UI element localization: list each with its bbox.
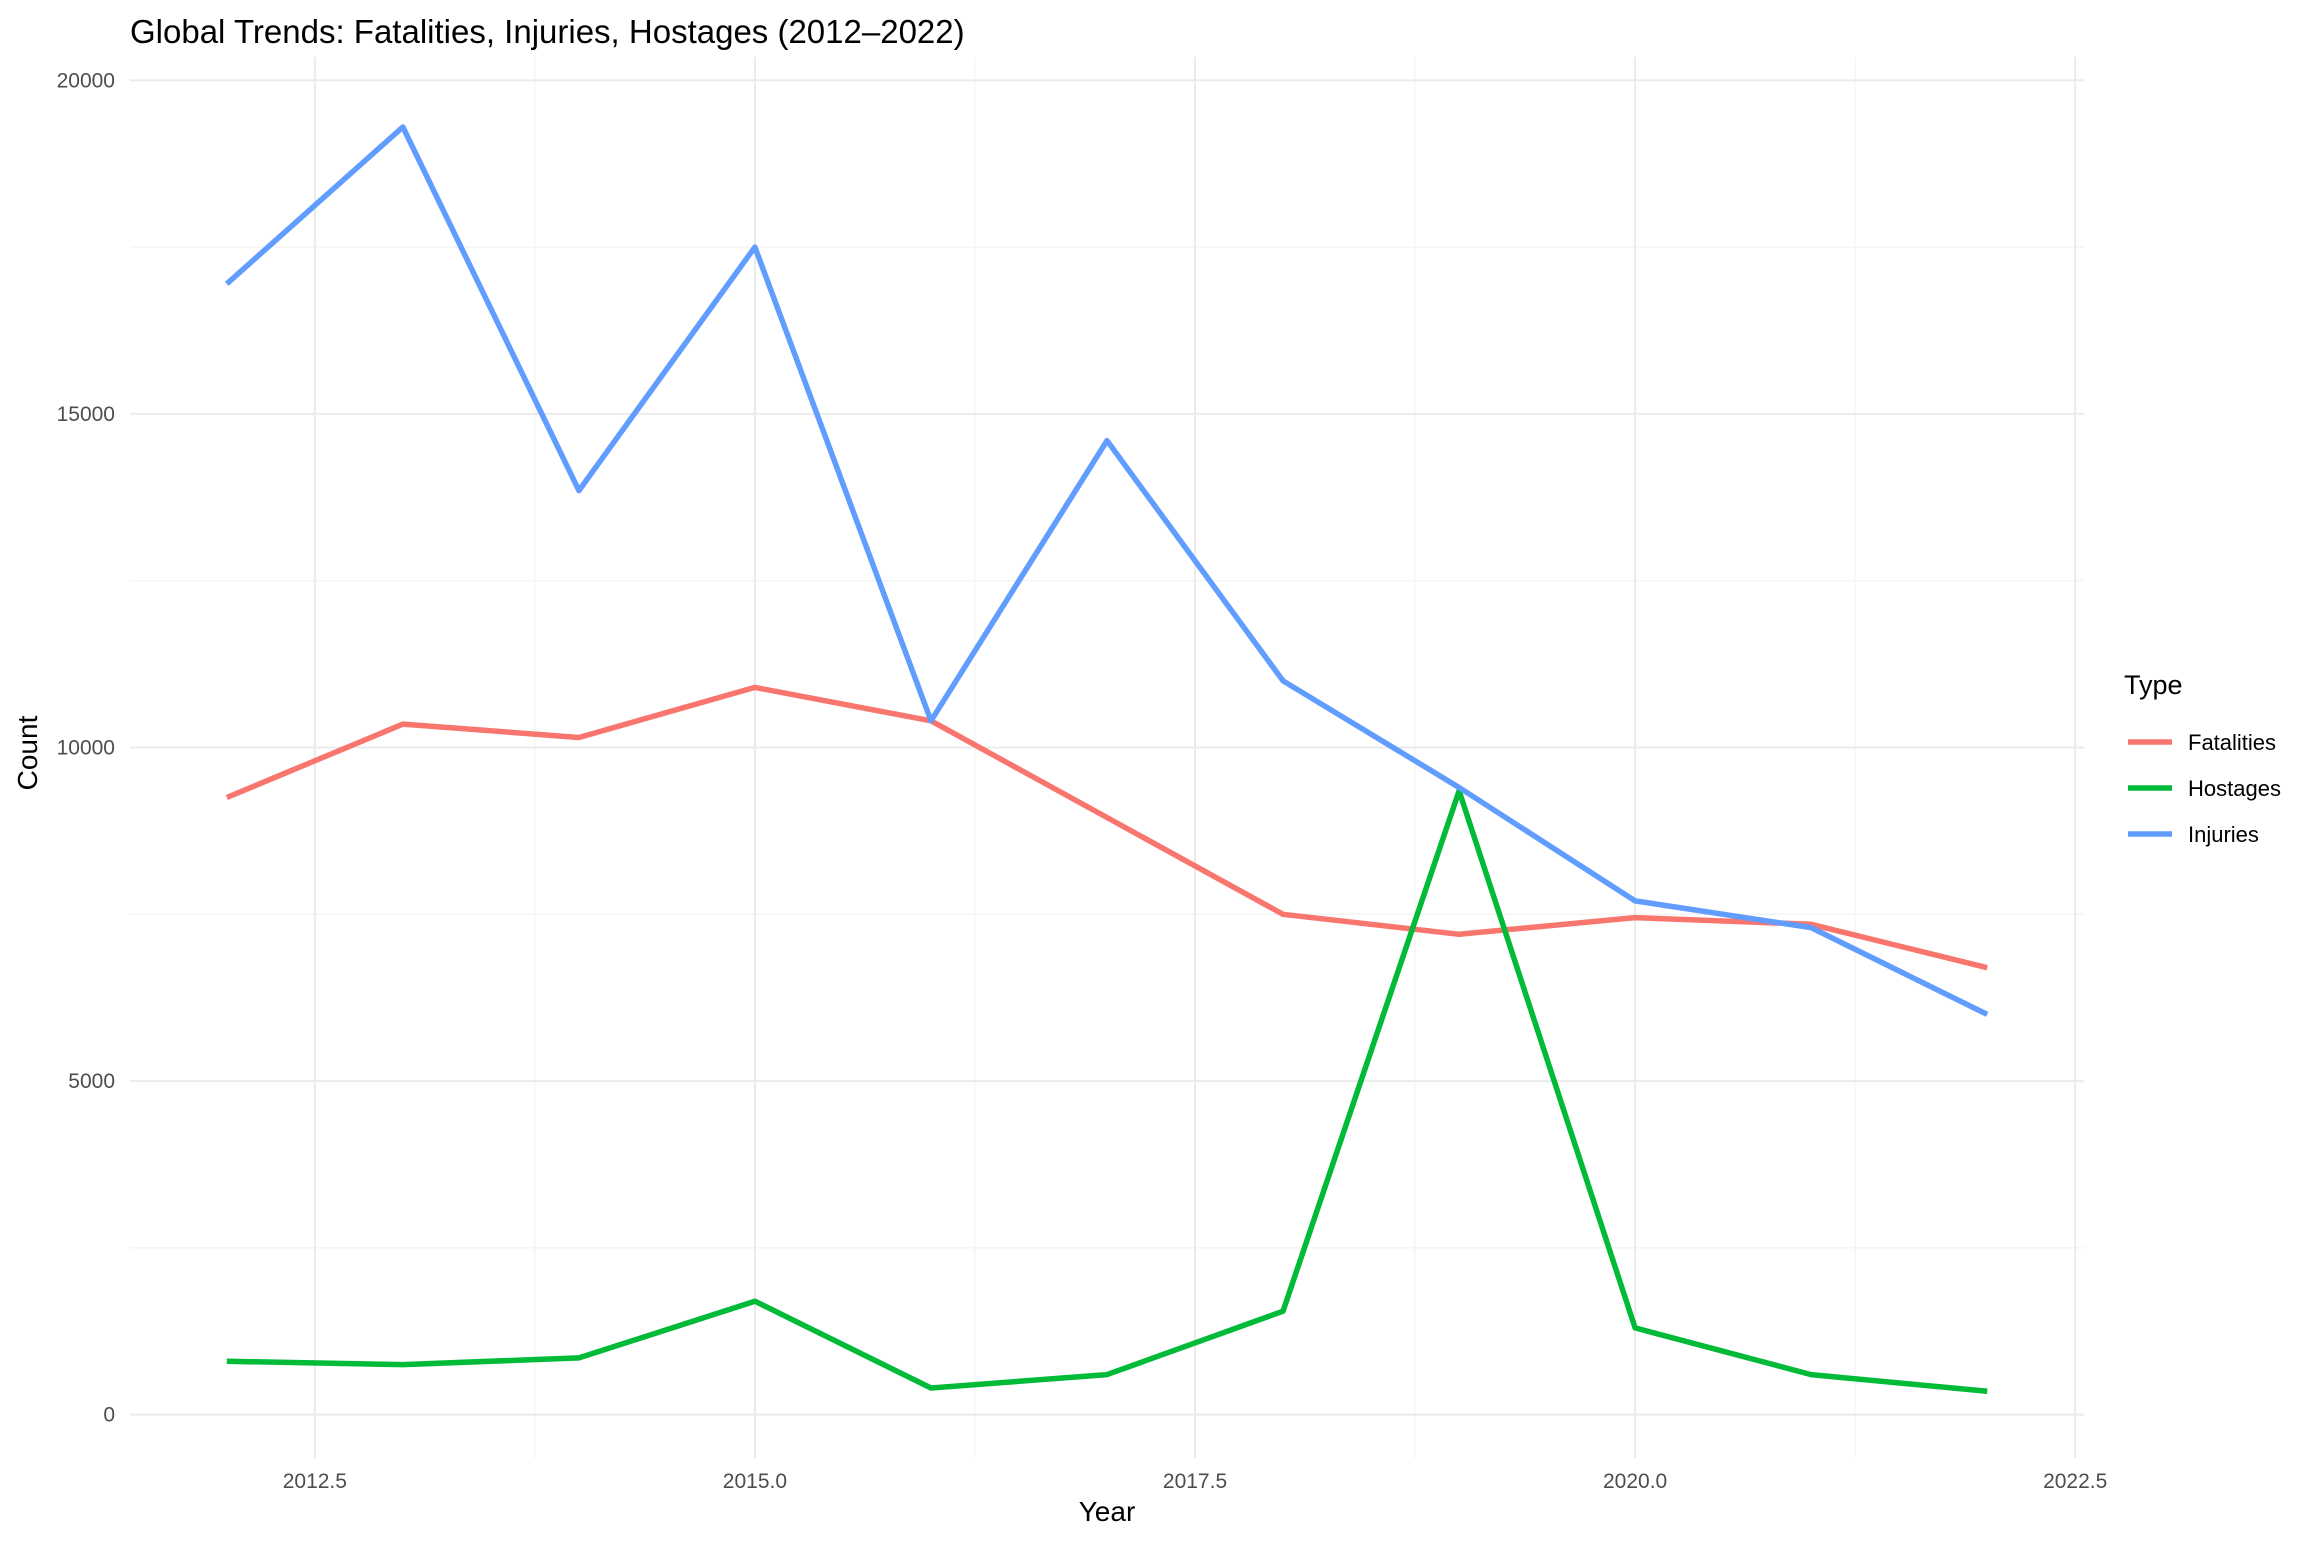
- y-axis-title: Count: [12, 715, 43, 790]
- y-tick-label: 10000: [57, 736, 115, 759]
- series-line-injuries: [224, 124, 1989, 1017]
- legend-label: Injuries: [2188, 822, 2259, 847]
- gridlines: [130, 57, 2084, 1458]
- y-tick-label: 0: [103, 1404, 115, 1427]
- legend-label: Fatalities: [2188, 730, 2276, 755]
- y-tick-label: 20000: [57, 69, 115, 92]
- x-tick-label: 2022.5: [2043, 1470, 2107, 1493]
- legend-items: Fatalities Hostages Injuries: [2128, 730, 2281, 847]
- legend-item-hostages: Hostages: [2128, 776, 2281, 801]
- y-tick-label: 15000: [57, 403, 115, 426]
- chart-title: Global Trends: Fatalities, Injuries, Hos…: [130, 13, 965, 50]
- legend: Type Fatalities Hostages Injuries: [2124, 670, 2281, 847]
- series-lines: [224, 124, 1989, 1395]
- x-axis-ticks: 2012.5 2015.0 2017.5 2020.0 2022.5: [283, 1470, 2108, 1493]
- legend-label: Hostages: [2188, 776, 2281, 801]
- x-tick-label: 2012.5: [283, 1470, 347, 1493]
- x-tick-label: 2020.0: [1603, 1470, 1667, 1493]
- legend-title: Type: [2124, 670, 2183, 700]
- x-tick-label: 2015.0: [723, 1470, 787, 1493]
- series-line-hostages: [226, 788, 1988, 1395]
- y-axis-ticks: 0 5000 10000 15000 20000: [57, 69, 115, 1426]
- x-axis-title: Year: [1079, 1496, 1136, 1527]
- legend-item-injuries: Injuries: [2128, 822, 2259, 847]
- series-line-fatalities: [225, 684, 1988, 971]
- x-tick-label: 2017.5: [1163, 1470, 1227, 1493]
- legend-item-fatalities: Fatalities: [2128, 730, 2276, 755]
- y-tick-label: 5000: [68, 1070, 115, 1093]
